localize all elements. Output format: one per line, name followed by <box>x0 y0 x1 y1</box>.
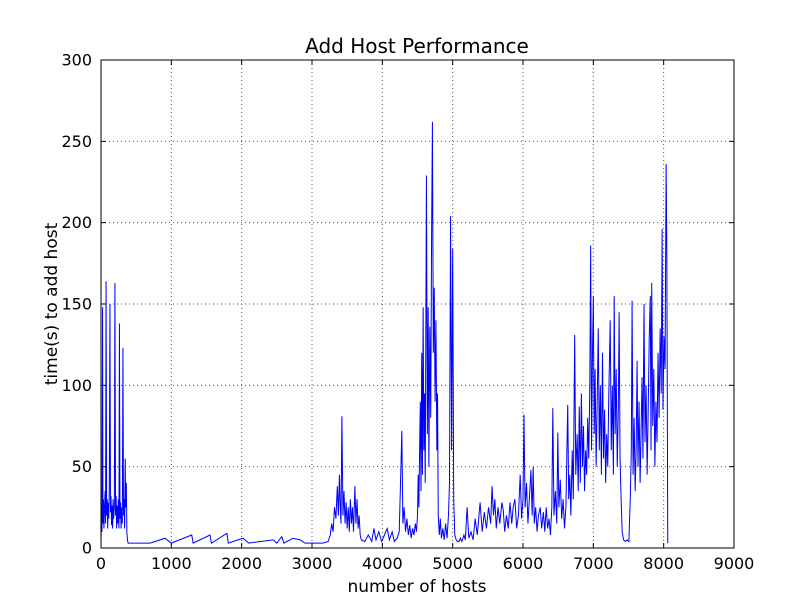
y-tick-label: 200 <box>61 213 92 232</box>
x-tick-label: 4000 <box>362 554 403 573</box>
x-axis-label: number of hosts <box>347 577 486 597</box>
axis-tick-labels: 0 1000 2000 3000 4000 5000 6000 7000 8000 9000 0 50… <box>61 51 754 574</box>
x-tick-label: 2000 <box>221 554 262 573</box>
x-tick-label: 0 <box>96 554 106 573</box>
x-tick-label: 6000 <box>503 554 544 573</box>
x-tick-label: 9000 <box>714 554 755 573</box>
x-tick-label: 5000 <box>432 554 473 573</box>
y-tick-label: 250 <box>61 132 92 151</box>
x-tick-label: 1000 <box>151 554 192 573</box>
axes-frame <box>100 59 735 549</box>
data-line <box>101 121 669 544</box>
x-tick-label: 8000 <box>643 554 684 573</box>
chart-title: Add Host Performance <box>305 34 529 58</box>
y-tick-label: 150 <box>61 295 92 314</box>
x-tick-label: 3000 <box>292 554 333 573</box>
y-tick-label: 300 <box>61 51 92 70</box>
y-tick-label: 0 <box>82 539 92 558</box>
y-tick-label: 50 <box>72 457 92 476</box>
y-tick-label: 100 <box>61 376 92 395</box>
y-axis-label: time(s) to add host <box>42 222 62 385</box>
axis-ticks <box>100 59 735 549</box>
x-tick-label: 7000 <box>573 554 614 573</box>
data-series <box>101 121 669 544</box>
